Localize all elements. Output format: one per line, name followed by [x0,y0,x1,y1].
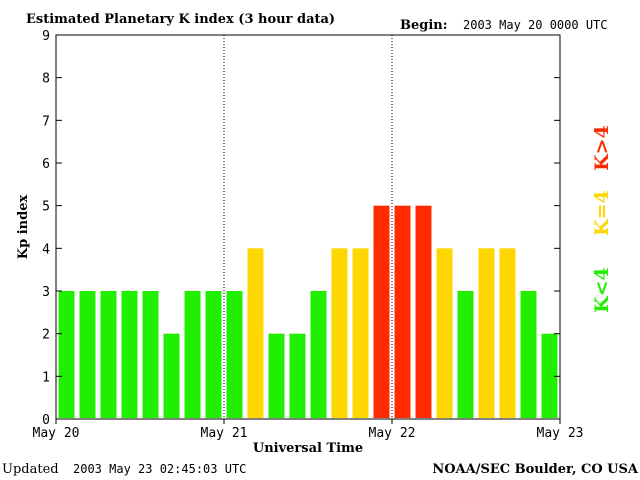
bar-9 [247,248,264,418]
y-tick-label-3: 3 [42,285,50,300]
bar-6 [184,291,201,418]
updated-label: Updated [2,462,59,477]
bar-14 [352,248,369,418]
y-tick-label-2: 2 [42,328,50,343]
bar-17 [415,205,432,418]
bar-1 [79,291,96,418]
bar-11 [289,333,306,418]
begin-value: 2003 May 20 0000 UTC [463,18,608,32]
bar-0 [58,291,75,418]
x-axis-ticks: May 20 May 21 May 22 May 23 [33,419,584,441]
y-axis-ticks: 0 1 2 3 4 5 6 7 8 9 [42,29,560,428]
bar-15 [373,205,390,418]
bar-23 [541,333,558,418]
bar-22 [520,291,537,418]
x-tick-label-0: May 20 [33,426,80,441]
bar-7 [205,291,222,418]
begin-label: Begin: [400,18,448,33]
legend-low: K<4 [591,267,613,313]
x-axis-label: Universal Time [253,441,363,456]
x-tick-label-1: May 21 [201,426,248,441]
day-dividers [223,35,393,419]
y-tick-label-4: 4 [42,242,50,257]
bar-13 [331,248,348,418]
y-tick-label-0: 0 [42,413,50,428]
chart-title: Estimated Planetary K index (3 hour data… [26,12,335,27]
bar-2 [100,291,117,418]
y-tick-label-6: 6 [42,157,50,172]
y-tick-label-5: 5 [42,200,50,215]
bar-4 [142,291,159,418]
bar-8 [226,291,243,418]
bar-16 [394,205,411,418]
y-tick-label-1: 1 [42,370,50,385]
bar-12 [310,291,327,418]
y-tick-label-9: 9 [42,29,50,44]
x-tick-label-3: May 23 [537,426,584,441]
updated-value: 2003 May 23 02:45:03 UTC [73,462,246,476]
y-tick-label-7: 7 [42,114,50,129]
bar-19 [457,291,474,418]
bar-18 [436,248,453,418]
y-axis-label: Kp index [16,195,31,260]
bar-3 [121,291,138,418]
legend-mid: K=4 [591,190,613,236]
legend-high: K>4 [591,125,613,171]
plot-frame [55,34,561,420]
y-tick-label-8: 8 [42,72,50,87]
x-tick-label-2: May 22 [369,426,416,441]
bar-10 [268,333,285,418]
bar-21 [499,248,516,418]
bar-20 [478,248,495,418]
bars [58,205,558,418]
bar-5 [163,333,180,418]
source-credit: NOAA/SEC Boulder, CO USA [432,462,639,477]
